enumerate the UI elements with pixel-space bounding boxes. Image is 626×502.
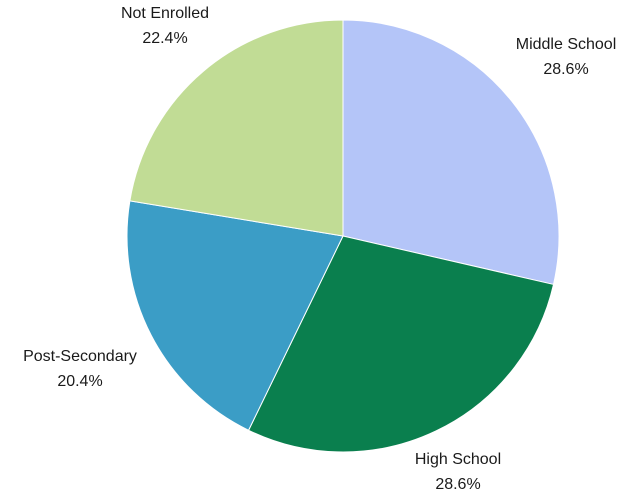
slice-value-post-secondary: 20.4% (57, 373, 102, 390)
slice-label-middle-school: Middle School (516, 36, 617, 53)
slice-label-high-school: High School (415, 451, 501, 468)
pie-slice-middle-school (342, 19, 560, 286)
pie-slice-post-secondary (126, 200, 344, 431)
pie-slices (126, 19, 560, 453)
pie-slice-not-enrolled (129, 19, 344, 237)
slice-value-not-enrolled: 22.4% (142, 30, 187, 47)
slice-value-middle-school: 28.6% (543, 61, 588, 78)
slice-label-post-secondary: Post-Secondary (23, 348, 137, 365)
slice-label-not-enrolled: Not Enrolled (121, 5, 209, 22)
pie-labels: Middle School 28.6% High School 28.6% Post-S… (23, 5, 616, 493)
pie-slice-high-school (247, 235, 555, 453)
slice-value-high-school: 28.6% (435, 476, 480, 493)
